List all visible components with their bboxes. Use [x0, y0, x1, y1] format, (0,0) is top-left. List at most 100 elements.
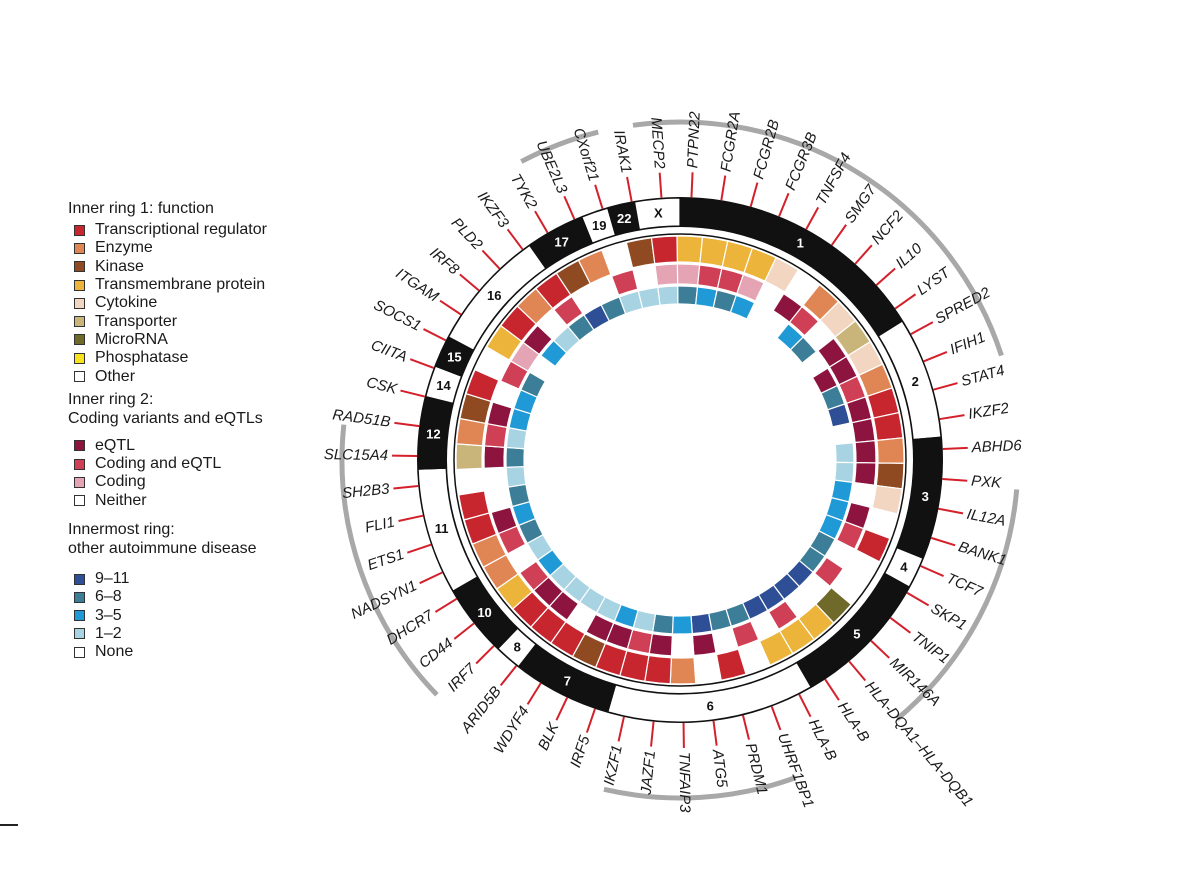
legend-item: Transmembrane protein: [74, 276, 318, 294]
gene-tick: [534, 210, 549, 234]
gene-label: TNIP1: [909, 628, 953, 667]
legend-swatch: [74, 628, 85, 640]
gene-label: WDYF4: [490, 703, 532, 757]
gene-label: SOCS1: [371, 297, 424, 335]
chromosome-label: 16: [487, 288, 501, 303]
legend-ring2-heading-line1: Inner ring 2:: [68, 390, 154, 408]
function-cell: [693, 653, 722, 685]
variant-cell: [851, 417, 876, 444]
disease-cell: [834, 461, 855, 484]
function-cell: [875, 462, 905, 490]
gene-label: PTPN22: [684, 111, 703, 169]
legend-item: Transcriptional regulator: [74, 221, 318, 239]
legend-swatch: [74, 297, 85, 309]
gene-label: UBE2L3: [532, 138, 570, 197]
gene-tick: [770, 706, 782, 731]
grey-arc: [520, 129, 599, 164]
legend-label: 6–8: [95, 588, 122, 606]
legend-ring3-list: 9–11 6–8 3–5 1–2 None: [68, 570, 318, 661]
gene-label: HLA-B: [805, 716, 840, 763]
legend-swatch: [74, 279, 85, 291]
gene-label: IL10: [892, 240, 926, 273]
legend-label: Other: [95, 367, 136, 385]
gene-tick: [930, 536, 956, 547]
gene-label: SKP1: [928, 600, 970, 634]
gene-tick: [434, 597, 458, 613]
disease-cell: [671, 614, 693, 635]
gene-label: ABHD6: [970, 437, 1022, 456]
legend-swatch: [74, 334, 85, 346]
legend-item: 6–8: [74, 588, 318, 606]
variant-ring: [483, 263, 877, 657]
gene-label: STAT4: [959, 362, 1006, 390]
gene-label: FCGR2A: [718, 110, 744, 173]
variant-cell: [670, 634, 695, 657]
gene-tick: [805, 206, 820, 230]
legend-item: Kinase: [74, 258, 318, 276]
legend-swatch: [74, 646, 85, 658]
chromosome-label: 14: [436, 378, 451, 393]
legend-swatch: [74, 591, 85, 603]
gene-tick: [398, 514, 424, 522]
legend-label: Coding and eQTL: [95, 455, 222, 473]
gene-label: SMG7: [841, 181, 880, 226]
legend-label: None: [95, 643, 134, 661]
gene-label: IRF7: [444, 660, 479, 695]
chromosome-label: 1: [797, 236, 804, 251]
chromosome-label: 10: [477, 605, 491, 620]
chromosome-label: 3: [922, 489, 929, 504]
gene-label: CIITA: [369, 337, 410, 366]
legend-item: Coding: [74, 473, 318, 491]
disease-cell: [831, 422, 854, 446]
chromosome-segment: [633, 197, 681, 231]
gene-tick: [481, 249, 501, 270]
legend-item: 1–2: [74, 625, 318, 643]
legend-label: 9–11: [95, 570, 130, 587]
legend-item: Phosphatase: [74, 349, 318, 367]
legend-swatch: [74, 610, 85, 622]
gene-label: FCGR2B: [750, 118, 783, 181]
disease-cell: [690, 612, 713, 635]
grey-arc: [339, 424, 439, 697]
gene-tick: [720, 175, 727, 201]
chromosome-label: 22: [617, 211, 631, 226]
function-cell: [455, 467, 486, 496]
outer-grey-arcs: [339, 119, 1020, 801]
gene-tick: [409, 358, 435, 369]
legend-swatch: [74, 316, 85, 328]
gene-tick: [848, 660, 867, 682]
function-cell: [872, 411, 904, 442]
gene-tick: [617, 716, 625, 742]
gene-tick: [423, 328, 447, 342]
disease-cell: [834, 442, 855, 464]
gene-tick: [594, 184, 604, 209]
disease-cell: [505, 465, 527, 488]
chromosome-label: 2: [912, 374, 919, 389]
gene-tick: [394, 421, 420, 428]
gene-label: IFIH1: [947, 329, 987, 359]
legend-label: 1–2: [95, 624, 122, 642]
legend-label: eQTL: [95, 436, 136, 454]
chromosome-label: 4: [900, 559, 908, 574]
legend-item: Neither: [74, 492, 318, 510]
gene-label: IRAK1: [610, 129, 635, 175]
legend-item: None: [74, 643, 318, 661]
legend-item: Transporter: [74, 312, 318, 330]
gene-label: IRF8: [426, 244, 462, 278]
chromosome-label: 17: [554, 235, 568, 250]
variant-cell: [853, 462, 877, 486]
gene-tick: [778, 192, 790, 217]
gene-label: IKZF3: [474, 188, 512, 231]
variant-cell: [632, 264, 659, 290]
gene-label: BANK1: [956, 538, 1008, 569]
legend-ring3-heading-line2: other autoimmune disease: [68, 539, 257, 557]
inner-ring-outline: [453, 233, 907, 687]
gene-tick: [942, 477, 968, 482]
gene-tick: [942, 446, 968, 450]
chromosome-label: 8: [514, 640, 521, 655]
gene-label: ITGAM: [392, 265, 441, 306]
gene-label: ARID5B: [457, 683, 505, 737]
gene-tick: [453, 622, 475, 640]
legend-swatch: [74, 261, 85, 273]
